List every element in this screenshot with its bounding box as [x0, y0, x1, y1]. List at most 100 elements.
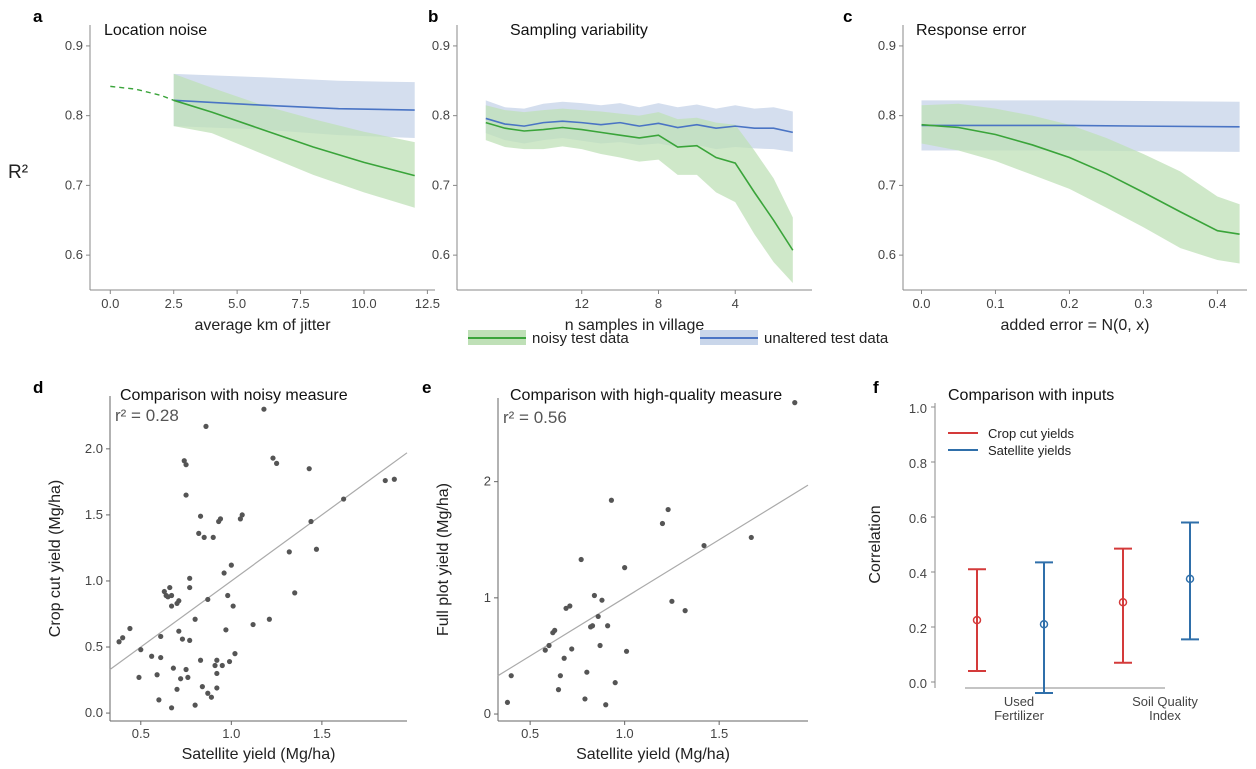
data-point [210, 534, 216, 540]
x-tick-label: 0.5 [521, 726, 539, 741]
y-tick-label: 0.6 [909, 511, 927, 526]
data-point [203, 423, 209, 429]
y-tick-label: 1 [484, 590, 491, 605]
data-point [230, 603, 236, 609]
panel-label-b: b [428, 7, 438, 26]
data-point [270, 455, 276, 461]
noisy-series-line-c [921, 123, 1240, 236]
panel-label-a: a [33, 7, 43, 26]
data-point [187, 637, 193, 644]
data-point [682, 608, 688, 614]
panel-label-e: e [422, 378, 431, 397]
x-tick-label: 0.4 [1208, 296, 1226, 311]
panel-title-e: Comparison with high-quality measure [510, 387, 782, 404]
data-point [205, 690, 211, 696]
x-tick-label: 12.5 [415, 296, 440, 311]
data-point [542, 647, 548, 653]
y-tick-label: 0.6 [878, 247, 896, 262]
data-point [214, 657, 220, 663]
x-tick-label: 1.0 [222, 726, 240, 741]
data-point [183, 492, 189, 498]
data-point [181, 458, 187, 464]
data-point [178, 676, 184, 682]
x-tick-label: 0.3 [1134, 296, 1152, 311]
y-tick-label: 0.8 [909, 456, 927, 471]
data-point [154, 672, 160, 678]
data-point [306, 466, 312, 472]
y-tick-label: 2.0 [85, 441, 103, 456]
data-point [313, 546, 320, 552]
data-point [665, 506, 671, 513]
panel-title-a: Location noise [104, 22, 207, 39]
data-point [591, 592, 598, 599]
data-point [605, 623, 611, 629]
regression-line-d [109, 452, 408, 670]
data-point [168, 603, 175, 609]
x-tick-label: 1.5 [710, 726, 728, 741]
data-point [391, 476, 397, 482]
data-point [578, 556, 584, 563]
data-point [701, 542, 707, 549]
y-tick-label: 0 [484, 706, 491, 721]
data-point [623, 648, 630, 654]
data-point [187, 575, 193, 581]
x-tick-label: 4 [732, 296, 739, 311]
data-point [158, 633, 164, 640]
data-point [217, 516, 224, 522]
noisy-series-line-b [485, 121, 794, 251]
x-axis-label-c: added error = N(0, x) [1001, 317, 1150, 334]
data-point [659, 520, 666, 527]
r-squared-axis-label: R² [8, 162, 28, 183]
x-axis-label-d: Satellite yield (Mg/ha) [182, 746, 336, 763]
y-tick-label: 1.5 [85, 507, 103, 522]
y-tick-label: 0.6 [432, 247, 450, 262]
data-point [197, 513, 204, 519]
category-label: Soil Quality [1132, 694, 1198, 709]
unaltered-series-line-c [921, 124, 1240, 128]
data-point [185, 674, 191, 681]
legend-unaltered-label: unaltered test data [764, 330, 889, 347]
data-point [561, 655, 567, 661]
data-point [127, 625, 133, 632]
correlation-point [1039, 620, 1049, 629]
data-point [261, 406, 267, 412]
data-point [622, 565, 628, 571]
data-point [567, 603, 573, 609]
data-point [219, 662, 225, 669]
y-tick-label: 0.0 [909, 676, 927, 691]
data-point [569, 646, 575, 652]
data-point [792, 400, 798, 406]
data-point [221, 570, 227, 576]
data-point [176, 628, 182, 634]
data-point [552, 627, 558, 633]
panel-label-c: c [843, 7, 852, 26]
data-point [212, 662, 218, 669]
x-tick-label: 1.0 [616, 726, 634, 741]
data-point [239, 512, 245, 518]
x-tick-label: 0.5 [132, 726, 150, 741]
x-tick-label: 5.0 [228, 296, 246, 311]
data-point [597, 642, 603, 649]
y-tick-label: 0.6 [65, 247, 83, 262]
y-tick-label: 1.0 [85, 573, 103, 588]
data-point [612, 680, 618, 686]
data-point [223, 627, 229, 633]
data-point [603, 702, 609, 708]
data-point [584, 669, 590, 675]
y-axis-label-d: Crop cut yield (Mg/ha) [47, 480, 64, 637]
panel-e-high-quality-scatter: e Comparison with high-quality measure r² … [422, 378, 809, 763]
data-point [582, 696, 588, 702]
legend-label: Satellite yields [988, 443, 1072, 458]
correlation-point [1118, 598, 1128, 607]
x-axis-label-e: Satellite yield (Mg/ha) [576, 746, 730, 763]
data-point [563, 605, 569, 611]
category-label: Index [1149, 708, 1181, 723]
data-point [197, 657, 204, 663]
y-tick-label: 0.2 [909, 621, 927, 636]
panel-f-inputs-correlation: f Comparison with inputs 0.0 0.2 0.4 0.6 0.8 1.… [867, 378, 1199, 723]
data-point [116, 639, 122, 645]
data-point [286, 549, 292, 555]
category-label: Used [1004, 694, 1034, 709]
data-point [136, 674, 142, 681]
